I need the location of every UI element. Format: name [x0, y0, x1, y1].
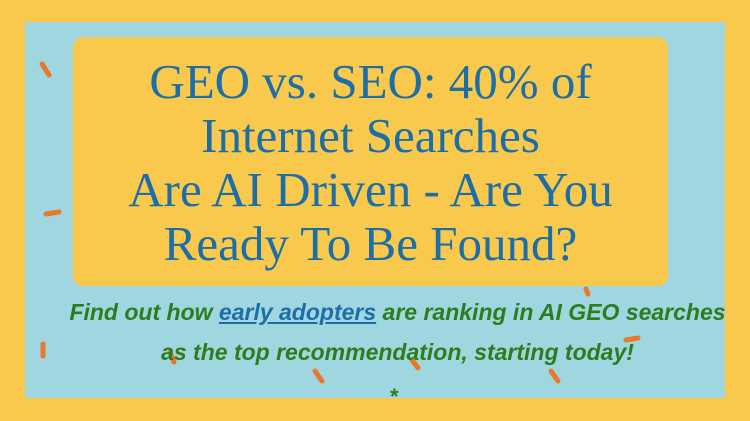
title-line: Are AI Driven - Are You: [128, 162, 613, 217]
confetti-dash: [39, 61, 52, 78]
subtitle: Find out how early adopters are ranking …: [60, 292, 735, 372]
confetti-dash: [409, 357, 421, 371]
title-line: Ready To Be Found?: [163, 216, 578, 271]
title-line: Internet Searches: [201, 108, 540, 163]
title-line: GEO vs. SEO: 40% of: [149, 54, 592, 109]
confetti-dash: [43, 209, 62, 217]
title-box: GEO vs. SEO: 40% of Internet Searches Ar…: [73, 37, 668, 286]
subtitle-text: Find out how: [69, 299, 213, 325]
confetti-dash: [167, 349, 177, 365]
confetti-dash: [548, 368, 561, 384]
link[interactable]: early adopters: [218, 299, 377, 325]
confetti-dash: [583, 286, 591, 297]
confetti-dash: [623, 335, 641, 343]
title: GEO vs. SEO: 40% of Internet Searches Ar…: [73, 55, 668, 271]
footnote-mark: *: [390, 384, 399, 409]
subtitle-text: are ranking in AI GEO searches as the to…: [161, 299, 726, 365]
confetti-dash: [312, 368, 325, 384]
